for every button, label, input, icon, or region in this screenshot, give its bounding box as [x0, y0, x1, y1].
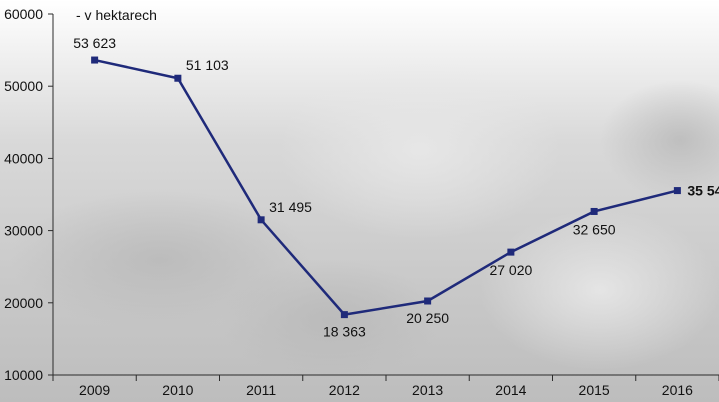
data-point-marker: [91, 56, 99, 64]
y-tick-label: 10000: [4, 367, 43, 383]
y-tick-label: 30000: [4, 223, 43, 239]
series-line: [94, 58, 678, 316]
data-point-marker: [507, 248, 515, 256]
data-point-marker: [673, 187, 681, 195]
data-point-marker: [257, 216, 265, 224]
x-tick-label: 2011: [246, 382, 276, 398]
unit-label: - v hektarech: [76, 7, 157, 23]
x-tick-label: 2014: [495, 382, 526, 398]
data-point-marker: [424, 297, 432, 305]
x-tick-label: 2009: [79, 382, 110, 398]
data-label: 31 495: [269, 199, 312, 215]
x-tick-label: 2015: [579, 382, 610, 398]
x-axis-ticks: 2009 2010 2011 2012 2013 2014 2015 2016: [52, 375, 719, 398]
x-tick-label: 2013: [412, 382, 443, 398]
data-label: 27 020: [489, 262, 532, 278]
data-point-marker: [340, 311, 348, 319]
data-point-marker: [590, 207, 598, 215]
y-tick-label: 20000: [4, 295, 43, 311]
data-label: 51 103: [186, 57, 229, 73]
y-tick-label: 40000: [4, 150, 43, 166]
data-label: 53 623: [73, 35, 116, 51]
data-label: 32 650: [573, 221, 616, 237]
data-label: 35 543: [687, 183, 719, 199]
data-labels: 53 623 51 103 31 495 18 363 20 250 27 020 32 6…: [73, 35, 719, 340]
data-label: 20 250: [406, 310, 449, 326]
x-tick-label: 2012: [329, 382, 360, 398]
y-axis-ticks: 60000 50000 40000 30000 20000 10000: [4, 6, 53, 383]
data-label: 18 363: [323, 324, 366, 340]
y-tick-label: 60000: [4, 6, 43, 22]
x-tick-label: 2016: [662, 382, 693, 398]
y-tick-label: 50000: [4, 78, 43, 94]
data-point-marker: [174, 74, 182, 82]
x-tick-label: 2010: [162, 382, 193, 398]
series-group: [91, 56, 681, 319]
